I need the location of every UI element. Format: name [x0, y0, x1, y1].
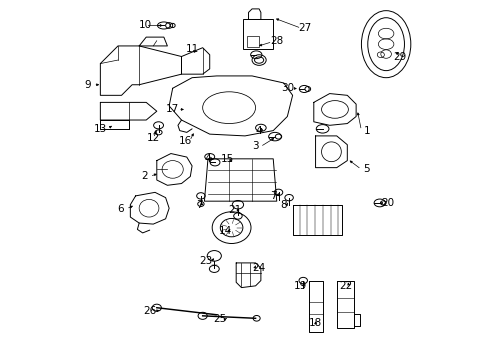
Text: 8: 8 [280, 200, 287, 210]
Text: 27: 27 [298, 23, 312, 33]
Bar [243, 19, 273, 49]
Text: 6: 6 [118, 204, 124, 214]
Text: 17: 17 [166, 104, 179, 114]
Text: 11: 11 [185, 45, 199, 54]
Text: 23: 23 [199, 256, 213, 266]
Text: 21: 21 [228, 205, 241, 215]
Text: 15: 15 [220, 154, 234, 164]
Text: 28: 28 [270, 36, 283, 46]
Text: 14: 14 [219, 226, 232, 236]
Text: 16: 16 [178, 136, 192, 146]
Text: 2: 2 [141, 171, 148, 181]
Text: 4: 4 [205, 154, 211, 164]
Text: 18: 18 [309, 318, 322, 328]
Text: 7: 7 [196, 200, 202, 210]
Text: 10: 10 [139, 21, 152, 31]
Text: 4: 4 [256, 126, 263, 136]
Text: 13: 13 [94, 124, 107, 134]
Text: 19: 19 [294, 281, 307, 291]
Bar [247, 36, 259, 47]
Text: 1: 1 [364, 126, 370, 136]
Text: 26: 26 [143, 306, 156, 315]
Text: 5: 5 [364, 165, 370, 174]
Text: 30: 30 [281, 83, 294, 93]
Text: 25: 25 [214, 314, 227, 324]
Text: 3: 3 [252, 141, 259, 152]
Text: 29: 29 [393, 51, 407, 62]
Text: 22: 22 [339, 281, 352, 291]
Text: 9: 9 [85, 80, 91, 90]
Text: 7: 7 [270, 191, 276, 201]
Text: 12: 12 [147, 133, 160, 143]
Text: 24: 24 [252, 263, 266, 273]
Text: 20: 20 [381, 198, 394, 208]
